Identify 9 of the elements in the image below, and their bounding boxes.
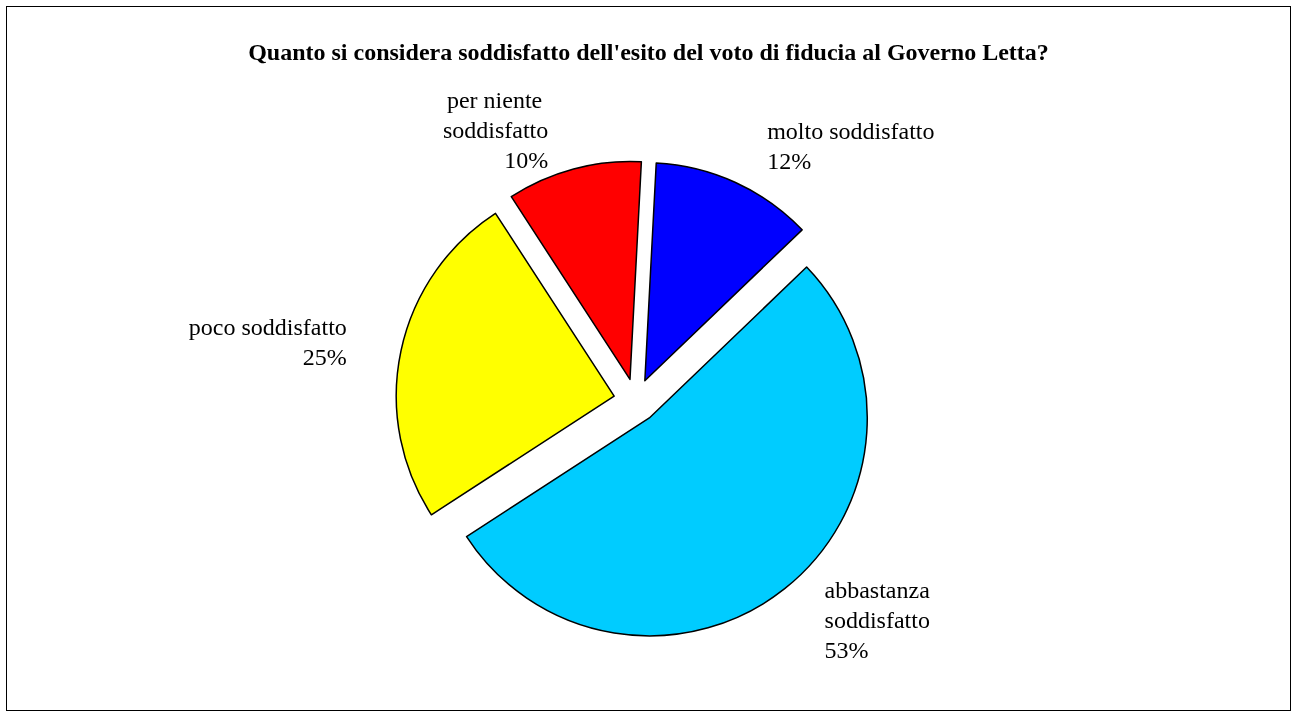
data-label: 25%	[302, 344, 347, 371]
data-label: 12%	[767, 148, 812, 175]
data-label: 10%	[504, 147, 549, 174]
slice-label: poco soddisfatto	[188, 314, 347, 341]
data-label: 53%	[824, 637, 869, 664]
slice-label: abbastanza soddisfatto	[824, 577, 936, 634]
slice-label: per niente soddisfatto	[442, 87, 549, 144]
chart-title: Quanto si considera soddisfatto dell'esito del voto di fiducia al Governo Letta?	[248, 39, 1049, 65]
slice-label: molto soddisfatto	[767, 118, 935, 145]
